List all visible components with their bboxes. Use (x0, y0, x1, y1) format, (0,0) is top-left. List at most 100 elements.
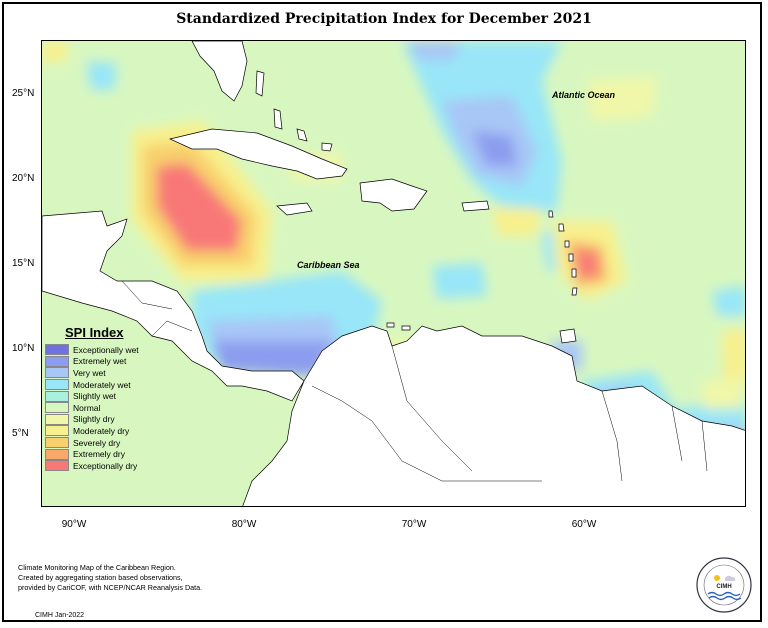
lon-tick-label: 80°W (231, 519, 257, 530)
sun-icon (714, 575, 720, 581)
lesser-antilles-land (568, 253, 574, 262)
legend-swatch (45, 402, 69, 414)
legend-item: Exceptionally dry (45, 460, 145, 472)
lesser-antilles-land (548, 210, 554, 218)
spi-dry-zone (157, 163, 242, 251)
cloud-icon (725, 575, 736, 581)
legend-label: Exceptionally wet (73, 344, 139, 355)
cuba-land (168, 128, 348, 180)
legend-label: Extremely wet (73, 356, 127, 367)
lon-tick-label: 60°W (571, 519, 597, 530)
spi-legend: SPI Index Exceptionally wet Extremely wet… (45, 325, 145, 472)
legend-item: Slightly wet (45, 390, 145, 402)
legend-label: Exceptionally dry (73, 460, 138, 471)
spi-dry-zone (722, 329, 745, 381)
spi-wet-zone (87, 61, 117, 91)
legend-label: Slightly dry (73, 414, 115, 425)
border-line (121, 280, 173, 310)
puerto-rico-land (461, 200, 490, 212)
lon-tick-label: 70°W (401, 519, 427, 530)
border-line (671, 405, 683, 462)
jamaica-land (276, 202, 313, 216)
wave-icon (707, 591, 741, 597)
lesser-antilles-land (564, 240, 570, 248)
spi-dry-zone (492, 206, 542, 236)
legend-swatch (45, 425, 69, 437)
spi-map: Atlantic Ocean Caribbean Sea (41, 40, 746, 507)
map-footnote: Climate Monitoring Map of the Caribbean … (18, 563, 202, 593)
spi-dry-zone (587, 76, 657, 121)
abc-islands-land (386, 322, 395, 328)
hispaniola-land (359, 178, 428, 212)
legend-item: Severely dry (45, 437, 145, 449)
legend-label: Normal (73, 402, 101, 413)
cimh-logo: CIMH (696, 557, 752, 613)
trinidad-land (559, 328, 577, 344)
legend-swatch (45, 460, 69, 472)
lat-tick-label: 5°N (12, 428, 29, 439)
abc-islands-land (401, 325, 411, 331)
legend-item: Very wet (45, 367, 145, 379)
spi-dry-zone (577, 251, 597, 276)
spi-dry-zone (42, 41, 67, 63)
legend-swatch (45, 367, 69, 379)
legend-rows: Exceptionally wet Extremely wet Very wet Mo… (45, 344, 145, 472)
lesser-antilles-land (558, 223, 565, 232)
legend-swatch (45, 437, 69, 449)
lesser-antilles-land (571, 268, 577, 278)
national-borders (121, 280, 708, 482)
legend-label: Moderately dry (73, 425, 130, 436)
legend-item: Normal (45, 402, 145, 414)
legend-item: Exceptionally wet (45, 344, 145, 356)
spi-wet-zone (712, 286, 745, 316)
lat-tick-label: 15°N (12, 258, 35, 269)
central-america-land (42, 210, 305, 402)
wave-icon (708, 595, 742, 601)
legend-item: Extremely wet (45, 355, 145, 368)
lat-tick-label: 25°N (12, 88, 35, 99)
border-line (311, 385, 542, 482)
lon-tick-label: 90°W (61, 519, 87, 530)
legend-swatch (45, 413, 69, 425)
map-credit: CIMH Jan-2022 (35, 612, 85, 619)
border-line (701, 420, 708, 472)
legend-swatch (45, 355, 69, 367)
bahamas-land (255, 70, 265, 97)
legend-item: Moderately wet (45, 379, 145, 391)
spi-wet-zone (212, 341, 332, 376)
lat-tick-label: 10°N (12, 343, 35, 354)
caribbean-sea-label: Caribbean Sea (297, 260, 360, 270)
legend-label: Moderately wet (73, 379, 131, 390)
legend-swatch (45, 344, 69, 356)
map-title: Standardized Precipitation Index for Dec… (176, 11, 592, 27)
legend-swatch (45, 448, 69, 460)
spi-dry-zone (702, 379, 742, 409)
border-line (391, 345, 473, 472)
atlantic-ocean-label: Atlantic Ocean (551, 90, 616, 100)
legend-label: Slightly wet (73, 391, 116, 402)
bahamas-land (321, 142, 333, 152)
spi-wet-zone (472, 131, 517, 166)
border-line (151, 320, 193, 337)
lesser-antilles-land (571, 287, 578, 296)
spi-wet-zone (407, 41, 462, 61)
logo-text: CIMH (716, 584, 731, 590)
lat-tick-label: 20°N (12, 173, 35, 184)
legend-swatch (45, 390, 69, 402)
legend-item: Slightly dry (45, 413, 145, 426)
legend-label: Extremely dry (73, 449, 125, 460)
footnote-line: provided by CariCOF, with NCEP/NCAR Rean… (18, 583, 203, 592)
spi-map-svg: Atlantic Ocean Caribbean Sea (42, 41, 745, 506)
florida-land (191, 41, 248, 102)
bahamas-land (296, 128, 308, 142)
legend-label: Severely dry (73, 437, 121, 448)
legend-item: Moderately dry (45, 425, 145, 437)
border-line (601, 390, 623, 482)
spi-wet-zone (432, 263, 487, 299)
legend-title: SPI Index (65, 325, 124, 340)
legend-label: Very wet (73, 367, 106, 378)
bahamas-land (273, 108, 283, 130)
legend-item: Extremely dry (45, 448, 145, 460)
legend-swatch (45, 379, 69, 391)
footnote-line: Created by aggregating station based obs… (18, 573, 183, 582)
